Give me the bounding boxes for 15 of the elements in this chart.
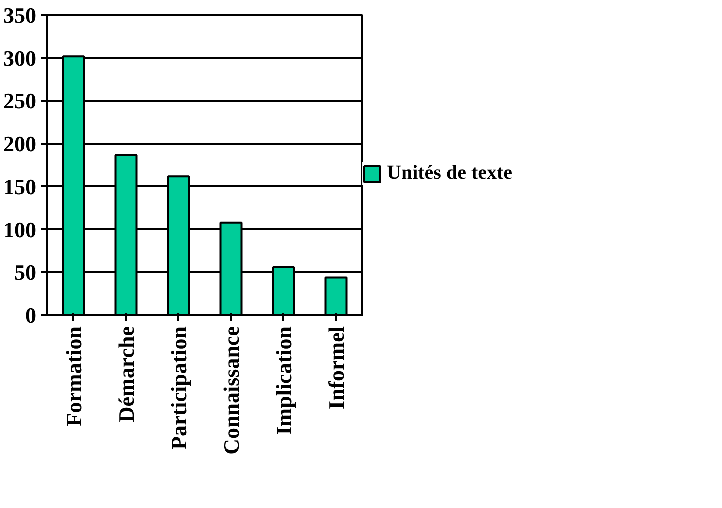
x-tick-label: Participation [166,326,192,450]
y-tick-label: 0 [26,303,36,328]
x-tick-label: Informel [324,326,349,410]
y-tick-label: 350 [4,3,36,28]
y-tick-label: 200 [4,132,36,157]
y-tick-label: 250 [4,88,36,114]
y-tick-label: 50 [14,260,36,286]
x-tick-label: Connaissance [218,326,244,455]
x-tick-label: Démarche [114,326,139,423]
x-tick-label: Formation [61,326,86,427]
x-tick-label: Implication [271,326,296,436]
y-tick-label: 300 [4,46,36,71]
legend-label: Unités de texte [387,162,513,185]
y-tick-label: 150 [4,174,36,200]
y-tick-label: 100 [4,217,36,242]
